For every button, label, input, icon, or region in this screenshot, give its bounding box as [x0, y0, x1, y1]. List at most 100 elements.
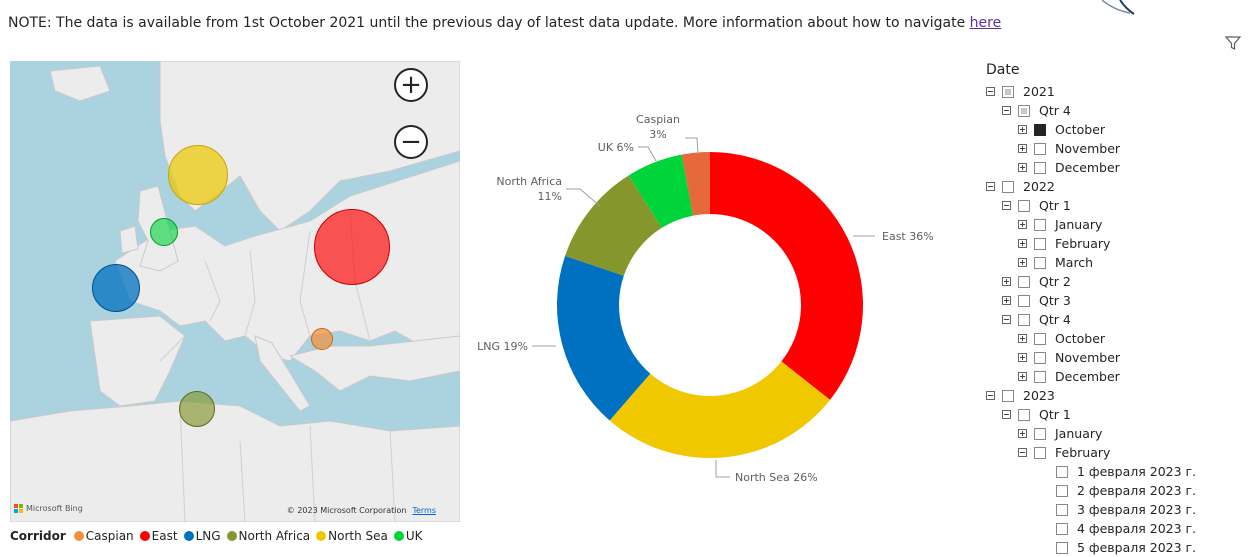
navigation-help-link[interactable]: here — [969, 15, 1002, 31]
expand-icon[interactable] — [1018, 334, 1027, 343]
zoom-in-button[interactable]: + — [394, 68, 428, 102]
slicer-checkbox[interactable] — [1034, 237, 1046, 250]
slicer-item-2021[interactable]: 2021 — [986, 82, 1246, 101]
collapse-icon[interactable] — [986, 391, 995, 400]
expand-icon[interactable] — [1018, 125, 1027, 134]
bubble-uk[interactable] — [150, 218, 178, 246]
slicer-checkbox[interactable] — [1056, 522, 1068, 535]
slicer-item-2-февраля-2023-г-[interactable]: 2 февраля 2023 г. — [986, 481, 1246, 500]
collapse-icon[interactable] — [1018, 448, 1027, 457]
slicer-item-november[interactable]: November — [986, 139, 1246, 158]
slicer-checkbox[interactable] — [1056, 541, 1068, 554]
corridor-donut-chart[interactable]: East 36% North Sea 26% LNG 19% North Africa… — [470, 110, 950, 500]
slicer-checkbox[interactable] — [1034, 332, 1046, 345]
slicer-checkbox[interactable] — [1018, 104, 1030, 117]
slicer-checkbox[interactable] — [1002, 85, 1014, 98]
slicer-item-october[interactable]: October — [986, 329, 1246, 348]
legend-item-lng[interactable]: LNG — [183, 529, 221, 543]
slicer-item-qtr-1[interactable]: Qtr 1 — [986, 405, 1246, 424]
zoom-out-button[interactable]: − — [394, 125, 428, 159]
slicer-item-2022[interactable]: 2022 — [986, 177, 1246, 196]
slicer-checkbox[interactable] — [1002, 389, 1014, 402]
bubble-north-africa[interactable] — [179, 391, 215, 427]
slicer-item-november[interactable]: November — [986, 348, 1246, 367]
terms-link[interactable]: Terms — [412, 506, 436, 515]
slicer-item-qtr-1[interactable]: Qtr 1 — [986, 196, 1246, 215]
collapse-icon[interactable] — [1002, 201, 1011, 210]
donut-slice-north-sea[interactable] — [609, 361, 831, 458]
slicer-item-march[interactable]: March — [986, 253, 1246, 272]
expand-icon[interactable] — [1002, 296, 1011, 305]
slicer-item-qtr-4[interactable]: Qtr 4 — [986, 310, 1246, 329]
slicer-item-october[interactable]: October — [986, 120, 1246, 139]
expand-icon[interactable] — [1018, 353, 1027, 362]
expand-icon[interactable] — [1018, 258, 1027, 267]
slicer-item-label: 2 февраля 2023 г. — [1077, 483, 1197, 498]
slicer-item-5-февраля-2023-г-[interactable]: 5 февраля 2023 г. — [986, 538, 1246, 557]
note-text: NOTE: The data is available from 1st Oct… — [8, 15, 970, 31]
legend-item-north-sea[interactable]: North Sea — [316, 529, 388, 543]
slicer-item-january[interactable]: January — [986, 215, 1246, 234]
slicer-checkbox[interactable] — [1034, 446, 1046, 459]
collapse-icon[interactable] — [986, 182, 995, 191]
donut-slice-uk[interactable] — [628, 154, 694, 228]
slicer-item-december[interactable]: December — [986, 158, 1246, 177]
expand-icon[interactable] — [1002, 277, 1011, 286]
legend-item-east[interactable]: East — [139, 529, 178, 543]
expand-icon[interactable] — [1018, 163, 1027, 172]
slicer-item-2023[interactable]: 2023 — [986, 386, 1246, 405]
slicer-item-qtr-4[interactable]: Qtr 4 — [986, 101, 1246, 120]
slicer-checkbox[interactable] — [1034, 142, 1046, 155]
slicer-item-label: February — [1055, 236, 1111, 251]
slicer-checkbox[interactable] — [1056, 465, 1068, 478]
expand-icon[interactable] — [1018, 429, 1027, 438]
slicer-checkbox[interactable] — [1056, 503, 1068, 516]
collapse-icon[interactable] — [986, 87, 995, 96]
legend-item-caspian[interactable]: Caspian — [73, 529, 134, 543]
collapse-icon[interactable] — [1002, 315, 1011, 324]
slicer-item-4-февраля-2023-г-[interactable]: 4 февраля 2023 г. — [986, 519, 1246, 538]
slicer-item-february[interactable]: February — [986, 443, 1246, 462]
donut-slice-lng[interactable] — [557, 255, 651, 421]
bubble-caspian[interactable] — [311, 328, 333, 350]
donut-slice-east[interactable] — [710, 152, 863, 400]
legend-item-uk[interactable]: UK — [393, 529, 423, 543]
slicer-checkbox[interactable] — [1034, 256, 1046, 269]
donut-slice-north-africa[interactable] — [565, 175, 662, 276]
expand-icon[interactable] — [1018, 372, 1027, 381]
slicer-checkbox[interactable] — [1034, 427, 1046, 440]
slicer-item-3-февраля-2023-г-[interactable]: 3 февраля 2023 г. — [986, 500, 1246, 519]
slicer-checkbox[interactable] — [1034, 218, 1046, 231]
filter-icon[interactable] — [1224, 34, 1242, 52]
slicer-checkbox[interactable] — [1056, 484, 1068, 497]
donut-slice-caspian[interactable] — [681, 152, 710, 216]
slicer-checkbox[interactable] — [1034, 123, 1046, 136]
slicer-checkbox[interactable] — [1018, 313, 1030, 326]
slicer-checkbox[interactable] — [1002, 180, 1014, 193]
slicer-checkbox[interactable] — [1018, 294, 1030, 307]
expand-icon[interactable] — [1018, 144, 1027, 153]
slicer-checkbox[interactable] — [1018, 408, 1030, 421]
slicer-item-qtr-2[interactable]: Qtr 2 — [986, 272, 1246, 291]
slicer-item-qtr-3[interactable]: Qtr 3 — [986, 291, 1246, 310]
corridor-bubble-map[interactable]: Microsoft Bing © 2023 Microsoft Corporat… — [10, 61, 460, 522]
slicer-item-1-февраля-2023-г-[interactable]: 1 февраля 2023 г. — [986, 462, 1246, 481]
slicer-item-february[interactable]: February — [986, 234, 1246, 253]
expand-icon[interactable] — [1018, 239, 1027, 248]
legend-label: LNG — [195, 529, 221, 543]
slicer-checkbox[interactable] — [1034, 161, 1046, 174]
bubble-lng[interactable] — [92, 264, 140, 312]
slicer-checkbox[interactable] — [1018, 199, 1030, 212]
slicer-checkbox[interactable] — [1034, 370, 1046, 383]
slicer-item-january[interactable]: January — [986, 424, 1246, 443]
slicer-checkbox[interactable] — [1018, 275, 1030, 288]
collapse-icon[interactable] — [1002, 410, 1011, 419]
collapse-icon[interactable] — [1002, 106, 1011, 115]
slicer-item-december[interactable]: December — [986, 367, 1246, 386]
expand-icon[interactable] — [1018, 220, 1027, 229]
slicer-checkbox[interactable] — [1034, 351, 1046, 364]
donut-leader-line — [566, 188, 601, 207]
bubble-north-sea[interactable] — [168, 145, 228, 205]
legend-item-north-africa[interactable]: North Africa — [226, 529, 310, 543]
bubble-east[interactable] — [314, 209, 390, 285]
